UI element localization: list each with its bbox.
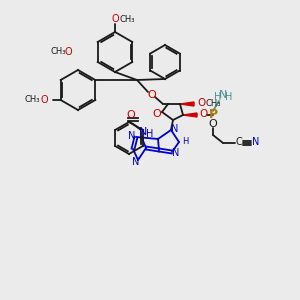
Text: N: N <box>139 127 147 137</box>
Text: H: H <box>182 137 188 146</box>
Text: C: C <box>236 137 242 147</box>
Polygon shape <box>183 113 197 117</box>
Text: H: H <box>146 129 154 139</box>
Text: N: N <box>171 124 179 134</box>
Text: O: O <box>208 119 217 129</box>
Text: O: O <box>198 98 206 108</box>
Text: N: N <box>132 157 140 167</box>
Text: CH₃: CH₃ <box>50 47 66 56</box>
Text: O: O <box>127 110 135 120</box>
Text: CH₃: CH₃ <box>25 95 40 104</box>
Text: N: N <box>172 148 180 158</box>
Text: N: N <box>252 137 260 147</box>
Text: H: H <box>225 92 233 102</box>
Text: CH₃: CH₃ <box>205 98 221 107</box>
Polygon shape <box>180 102 194 106</box>
Text: O: O <box>148 90 156 100</box>
Text: O: O <box>111 14 119 24</box>
Text: N: N <box>219 90 227 100</box>
Text: H: H <box>214 92 222 102</box>
Text: O: O <box>153 109 161 119</box>
Text: O: O <box>199 109 207 119</box>
Text: O: O <box>41 95 49 105</box>
Text: O: O <box>64 47 72 57</box>
Text: CH₃: CH₃ <box>119 14 135 23</box>
Text: N: N <box>128 131 136 141</box>
Text: P: P <box>208 109 217 122</box>
